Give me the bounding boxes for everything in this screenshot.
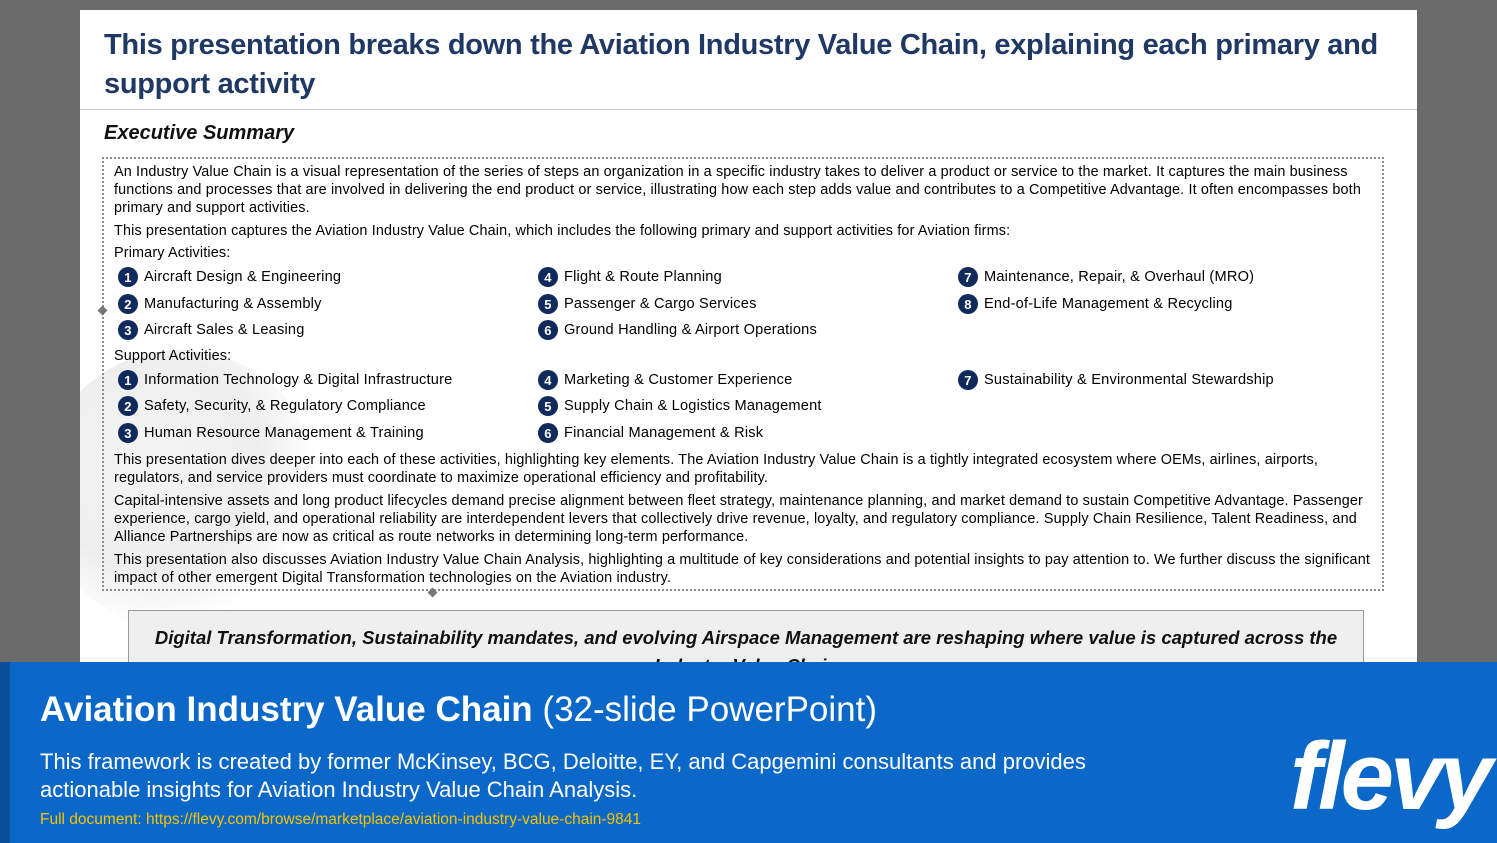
activity-label: Aircraft Design & Engineering [144,269,342,285]
executive-summary-heading: Executive Summary [104,122,295,144]
globe-watermark-image [80,350,320,630]
slide-title: This presentation breaks down the Aviati… [104,29,1378,100]
flevy-logo: flevy [1290,723,1493,830]
number-badge: 6 [538,320,558,340]
activity-label: Marketing & Customer Experience [564,372,793,388]
number-badge: 8 [958,294,978,314]
number-badge: 3 [118,423,138,443]
number-badge: 5 [538,396,558,416]
activity-label: Financial Management & Risk [564,425,764,441]
banner-title-suffix: (32-slide PowerPoint) [532,690,877,729]
captures-paragraph: This presentation captures the Aviation … [114,223,1011,239]
primary-activity-item: 5 Passenger & Cargo Services [538,293,757,315]
number-badge: 2 [118,396,138,416]
primary-activity-item: 6 Ground Handling & Airport Operations [538,319,817,341]
primary-activity-item: 7 Maintenance, Repair, & Overhaul (MRO) [958,266,1254,288]
support-activity-item: 1 Information Technology & Digital Infra… [118,369,452,391]
activity-label: Safety, Security, & Regulatory Complianc… [144,398,426,414]
support-activities-label: Support Activities: [114,348,232,364]
support-activity-item: 5 Supply Chain & Logistics Management [538,395,822,417]
number-badge: 1 [118,267,138,287]
banner-edge [0,662,10,843]
support-activity-item: 7 Sustainability & Environmental Steward… [958,369,1274,391]
number-badge: 4 [538,267,558,287]
primary-activity-item: 1 Aircraft Design & Engineering [118,266,341,288]
activity-label: Maintenance, Repair, & Overhaul (MRO) [984,269,1255,285]
banner-title: Aviation Industry Value Chain (32-slide … [40,690,877,730]
activity-label: Flight & Route Planning [564,269,722,285]
activity-label: Aircraft Sales & Leasing [144,322,305,338]
activity-label: Manufacturing & Assembly [144,296,322,312]
number-badge: 2 [118,294,138,314]
support-activity-item: 2 Safety, Security, & Regulatory Complia… [118,395,426,417]
summary-text-box [102,157,1384,591]
capital-paragraph: Capital-intensive assets and long produc… [114,493,1363,545]
activity-label: Sustainability & Environmental Stewardsh… [984,372,1274,388]
activity-label: Human Resource Management & Training [144,425,424,441]
activity-label: Passenger & Cargo Services [564,296,757,312]
activity-label: Information Technology & Digital Infrast… [144,372,453,388]
support-activity-item: 3 Human Resource Management & Training [118,422,424,444]
dives-paragraph: This presentation dives deeper into each… [114,452,1319,486]
banner-description: This framework is created by former McKi… [40,749,1086,802]
number-badge: 5 [538,294,558,314]
primary-activities-label: Primary Activities: [114,245,231,261]
promo-banner: Aviation Industry Value Chain (32-slide … [0,662,1497,843]
slide: This presentation breaks down the Aviati… [80,10,1417,670]
callout-box: Digital Transformation, Sustainability m… [128,610,1364,670]
activity-label: Supply Chain & Logistics Management [564,398,822,414]
activity-label: Ground Handling & Airport Operations [564,322,817,338]
activity-label: End-of-Life Management & Recycling [984,296,1233,312]
number-badge: 7 [958,370,978,390]
number-badge: 1 [118,370,138,390]
primary-activity-item: 4 Flight & Route Planning [538,266,722,288]
primary-activity-item: 8 End-of-Life Management & Recycling [958,293,1233,315]
support-activity-item: 4 Marketing & Customer Experience [538,369,792,391]
number-badge: 3 [118,320,138,340]
full-document-link[interactable]: Full document: https://flevy.com/browse/… [40,811,642,828]
primary-activity-item: 2 Manufacturing & Assembly [118,293,322,315]
number-badge: 7 [958,267,978,287]
analysis-paragraph: This presentation also discusses Aviatio… [114,552,1370,586]
support-activity-item: 6 Financial Management & Risk [538,422,763,444]
title-divider [80,109,1417,110]
primary-activity-item: 3 Aircraft Sales & Leasing [118,319,305,341]
intro-paragraph: An Industry Value Chain is a visual repr… [114,164,1361,216]
banner-title-main: Aviation Industry Value Chain [40,690,533,729]
number-badge: 4 [538,370,558,390]
number-badge: 6 [538,423,558,443]
